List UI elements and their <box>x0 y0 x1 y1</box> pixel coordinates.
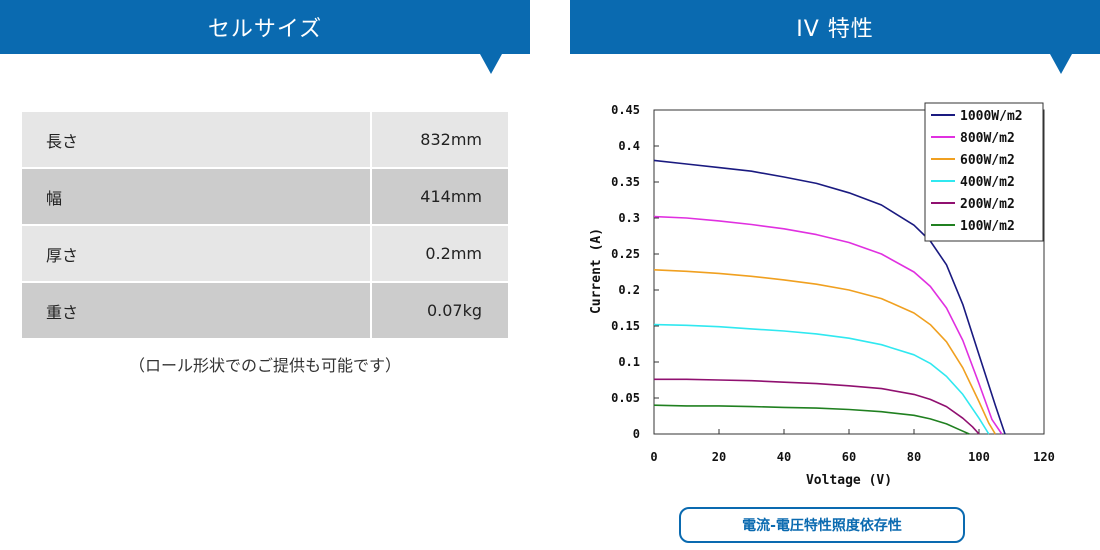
y-tick-label: 0.1 <box>618 355 640 369</box>
legend-label: 1000W/m2 <box>960 109 1023 124</box>
x-tick-label: 100 <box>968 450 990 464</box>
header-notch <box>480 54 502 74</box>
x-tick-label: 80 <box>907 450 921 464</box>
illuminance-dependence-link[interactable]: 電流-電圧特性照度依存性 <box>679 507 965 543</box>
table-row: 厚さ 0.2mm <box>20 224 510 283</box>
series-line-2 <box>653 269 996 435</box>
iv-chart: 0 20 40 60 80 100 120 0 0.05 0.1 0.15 0.2 0.25 0.3 0.3… <box>589 102 1055 488</box>
spec-label-thickness: 厚さ <box>20 224 372 283</box>
y-tick-label: 0.35 <box>611 175 640 189</box>
series-lines <box>653 159 1006 435</box>
legend-box <box>924 102 1044 242</box>
spec-label-width: 幅 <box>20 167 372 226</box>
legend-label: 200W/m2 <box>960 197 1015 212</box>
y-tick-label: 0.4 <box>618 139 640 153</box>
spec-value-length: 832mm <box>370 110 510 169</box>
y-tick-label: 0.2 <box>618 283 640 297</box>
y-tick-label: 0.25 <box>611 247 640 261</box>
spec-value-thickness: 0.2mm <box>370 224 510 283</box>
cell-size-header: セルサイズ <box>0 0 530 74</box>
cell-size-table: 長さ 832mm 幅 414mm 厚さ 0.2mm 重さ 0.07kg <box>20 110 510 340</box>
table-row: 幅 414mm <box>20 167 510 226</box>
series-line-5 <box>653 404 970 435</box>
spec-value-width: 414mm <box>370 167 510 226</box>
spec-label-weight: 重さ <box>20 281 372 340</box>
x-tick-label: 20 <box>712 450 726 464</box>
iv-header: IV 特性 <box>570 0 1100 74</box>
y-axis-label: Current (A) <box>589 228 604 314</box>
y-tick-label: 0.15 <box>611 319 640 333</box>
x-tick-label: 40 <box>777 450 791 464</box>
y-tick-label: 0.3 <box>618 211 640 225</box>
legend-label: 600W/m2 <box>960 153 1015 168</box>
y-tick-label: 0 <box>633 427 640 441</box>
cell-size-title: セルサイズ <box>207 17 323 42</box>
legend-label: 800W/m2 <box>960 131 1015 146</box>
series-line-1 <box>653 215 1003 435</box>
series-line-0 <box>653 159 1006 435</box>
iv-title: IV 特性 <box>796 17 874 42</box>
x-tick-label: 60 <box>842 450 856 464</box>
header-notch <box>1050 54 1072 74</box>
axis-ticks: 0 20 40 60 80 100 120 0 0.05 0.1 0.15 0.2 0.25 0.3 0.3… <box>611 103 1055 464</box>
roll-shape-note: （ロール形状でのご提供も可能です） <box>128 356 401 375</box>
table-row: 重さ 0.07kg <box>20 281 510 340</box>
series-line-3 <box>653 323 990 435</box>
legend-label: 400W/m2 <box>960 175 1015 190</box>
chart-legend: 1000W/m2 800W/m2 600W/m2 400W/m2 200W/m2 100W… <box>924 102 1044 242</box>
series-line-4 <box>654 378 980 435</box>
legend-label: 100W/m2 <box>960 219 1015 234</box>
x-tick-label: 120 <box>1033 450 1055 464</box>
y-tick-label: 0.05 <box>611 391 640 405</box>
table-row: 長さ 832mm <box>20 110 510 169</box>
spec-label-length: 長さ <box>20 110 372 169</box>
y-tick-label: 0.45 <box>611 103 640 117</box>
spec-value-weight: 0.07kg <box>370 281 510 340</box>
x-tick-label: 0 <box>650 450 657 464</box>
x-axis-label: Voltage (V) <box>806 473 892 488</box>
